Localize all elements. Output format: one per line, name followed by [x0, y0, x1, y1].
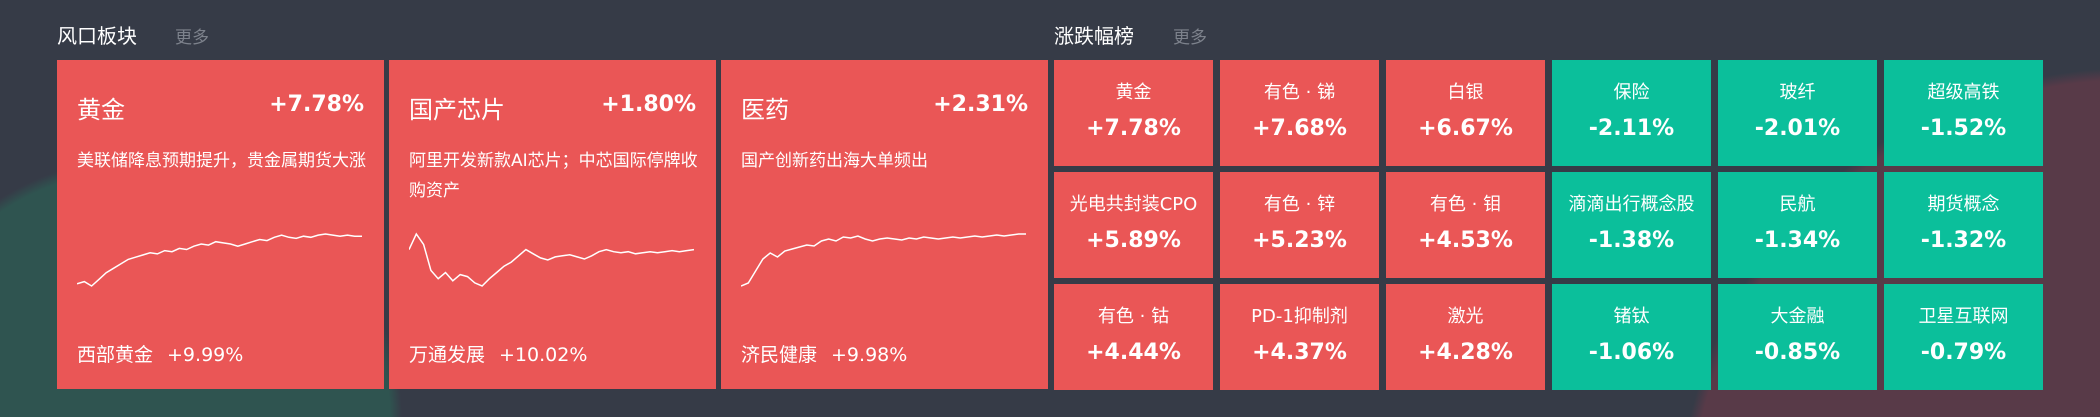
rank-sector-name: 有色 · 钴	[1097, 306, 1170, 327]
sparkline	[409, 232, 694, 287]
rank-sector-name: 大金融	[1770, 306, 1825, 327]
rank-cell[interactable]: 滴滴出行概念股 -1.38%	[1552, 172, 1711, 278]
rank-cell[interactable]: 保险 -2.11%	[1552, 60, 1711, 166]
sector-name: 黄金	[77, 96, 125, 124]
rank-sector-name: 光电共封装CPO	[1069, 194, 1198, 215]
sector-change: +1.80%	[601, 92, 696, 117]
stock-change: +9.98%	[831, 344, 908, 366]
hot-sectors-title: 风口板块	[57, 24, 137, 48]
stock-name: 西部黄金	[77, 344, 154, 366]
hot-sector-card[interactable]: 黄金 +7.78% 美联储降息预期提升，贵金属期货大涨 西部黄金 +9.99%	[57, 60, 384, 389]
rank-sector-name: 超级高铁	[1927, 82, 2000, 103]
rank-sector-change: -1.38%	[1588, 228, 1675, 253]
leading-stock[interactable]: 西部黄金 +9.99%	[77, 340, 243, 367]
stock-name: 万通发展	[409, 344, 486, 366]
rank-sector-name: 民航	[1779, 194, 1816, 215]
rank-more-link[interactable]: 更多	[1173, 28, 1207, 48]
sector-description: 国产创新药出海大单频出	[741, 151, 928, 171]
rank-title: 涨跌幅榜	[1054, 24, 1134, 48]
sparkline-chart	[77, 233, 362, 287]
rank-sector-change: +5.89%	[1086, 228, 1181, 253]
rank-cell[interactable]: 有色 · 钴 +4.44%	[1054, 284, 1213, 390]
sector-name: 国产芯片	[409, 96, 505, 124]
rank-sector-name: PD-1抑制剂	[1251, 306, 1348, 327]
rank-sector-name: 有色 · 锑	[1263, 82, 1336, 103]
hot-sector-card[interactable]: 医药 +2.31% 国产创新药出海大单频出 济民健康 +9.98%	[721, 60, 1048, 389]
rank-sector-change: +4.53%	[1418, 228, 1513, 253]
rank-sector-change: -2.11%	[1588, 116, 1675, 141]
rank-sector-name: 黄金	[1115, 82, 1152, 103]
rank-sector-change: -0.85%	[1754, 340, 1841, 365]
rank-sector-name: 保险	[1613, 82, 1650, 103]
rank-sector-change: +4.28%	[1418, 340, 1513, 365]
rank-cell[interactable]: 激光 +4.28%	[1386, 284, 1545, 390]
sparkline	[741, 233, 1026, 287]
rank-sector-name: 玻纤	[1779, 82, 1816, 103]
rank-sector-name: 滴滴出行概念股	[1568, 194, 1695, 215]
sector-change: +7.78%	[269, 92, 364, 117]
rank-cell[interactable]: 白银 +6.67%	[1386, 60, 1545, 166]
rank-cell[interactable]: 玻纤 -2.01%	[1718, 60, 1877, 166]
rank-sector-name: 有色 · 锌	[1263, 194, 1336, 215]
rank-cell[interactable]: 民航 -1.34%	[1718, 172, 1877, 278]
rank-sector-change: +4.44%	[1086, 340, 1181, 365]
rank-cell[interactable]: 有色 · 钼 +4.53%	[1386, 172, 1545, 278]
sector-name: 医药	[741, 96, 789, 124]
hot-sector-card[interactable]: 国产芯片 +1.80% 阿里开发新款AI芯片；中芯国际停牌收购资产 万通发展 +1…	[389, 60, 716, 389]
sparkline-chart	[409, 232, 694, 287]
stock-change: +9.99%	[167, 344, 244, 366]
rank-sector-change: -1.34%	[1754, 228, 1841, 253]
rank-cell[interactable]: 超级高铁 -1.52%	[1884, 60, 2043, 166]
rank-sector-change: +5.23%	[1252, 228, 1347, 253]
rank-cell[interactable]: 期货概念 -1.32%	[1884, 172, 2043, 278]
stock-change: +10.02%	[499, 344, 588, 366]
rank-sector-change: -1.52%	[1920, 116, 2007, 141]
rank-cell[interactable]: 锗钛 -1.06%	[1552, 284, 1711, 390]
rank-cell[interactable]: 大金融 -0.85%	[1718, 284, 1877, 390]
rank-sector-change: +4.37%	[1252, 340, 1347, 365]
rank-sector-change: -1.32%	[1920, 228, 2007, 253]
rank-cell[interactable]: 黄金 +7.78%	[1054, 60, 1213, 166]
hot-more-link[interactable]: 更多	[175, 28, 209, 48]
rank-sector-change: +7.78%	[1086, 116, 1181, 141]
rank-sector-name: 白银	[1447, 82, 1484, 103]
rank-sector-change: -0.79%	[1920, 340, 2007, 365]
rank-sector-name: 期货概念	[1927, 194, 2000, 215]
rank-cell[interactable]: 有色 · 锑 +7.68%	[1220, 60, 1379, 166]
rank-cell[interactable]: 光电共封装CPO +5.89%	[1054, 172, 1213, 278]
rank-sector-change: -2.01%	[1754, 116, 1841, 141]
sector-description: 阿里开发新款AI芯片；中芯国际停牌收购资产	[409, 151, 698, 201]
sparkline	[77, 233, 362, 287]
leading-stock[interactable]: 济民健康 +9.98%	[741, 340, 907, 367]
rank-sector-name: 激光	[1447, 306, 1484, 327]
rank-sector-change: +7.68%	[1252, 116, 1347, 141]
rank-sector-name: 锗钛	[1613, 306, 1650, 327]
stock-name: 济民健康	[741, 344, 818, 366]
sparkline-chart	[741, 233, 1026, 287]
rank-sector-change: +6.67%	[1418, 116, 1513, 141]
rank-sector-name: 卫星互联网	[1918, 306, 2009, 327]
sector-change: +2.31%	[933, 92, 1028, 117]
rank-cell[interactable]: 卫星互联网 -0.79%	[1884, 284, 2043, 390]
leading-stock[interactable]: 万通发展 +10.02%	[409, 340, 587, 367]
rank-cell[interactable]: 有色 · 锌 +5.23%	[1220, 172, 1379, 278]
rank-sector-change: -1.06%	[1588, 340, 1675, 365]
rank-cell[interactable]: PD-1抑制剂 +4.37%	[1220, 284, 1379, 390]
sector-description: 美联储降息预期提升，贵金属期货大涨	[77, 151, 366, 171]
rank-sector-name: 有色 · 钼	[1429, 194, 1502, 215]
